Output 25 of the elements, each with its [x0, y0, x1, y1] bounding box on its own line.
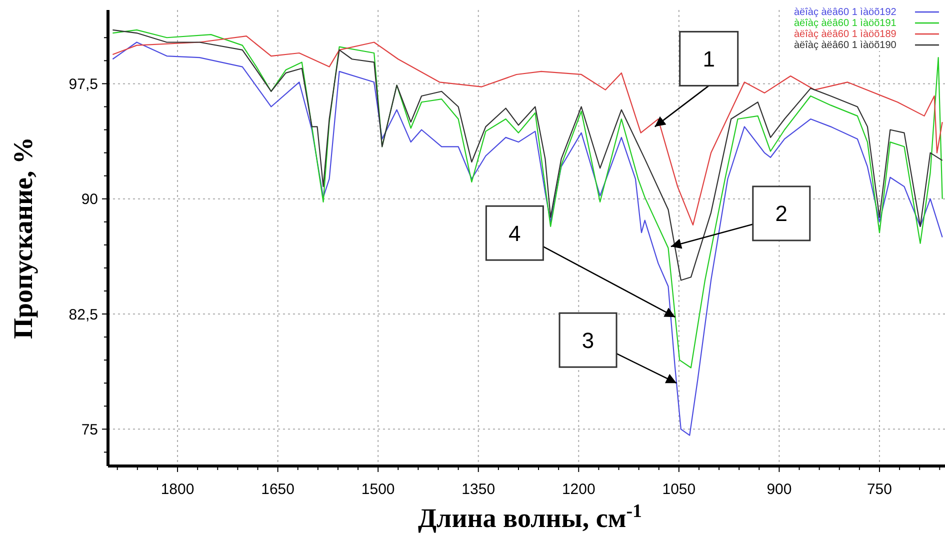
y-tick-label: 97,5	[68, 76, 98, 93]
line-series	[112, 29, 943, 368]
line-series	[112, 29, 943, 281]
y-tick-label: 75	[81, 421, 98, 438]
x-tick-label: 1800	[160, 481, 194, 498]
x-axis-title: Длина волны, см$^{-1}$	[418, 500, 642, 533]
x-tick-label: 1200	[562, 481, 596, 498]
y-axis-title: Пропускание, %	[8, 137, 38, 339]
annotation: 2	[775, 201, 788, 226]
x-tick-label: 1050	[662, 481, 696, 498]
x-tick-label: 1500	[361, 481, 395, 498]
x-tick-label: 750	[866, 481, 892, 498]
x-tick-label: 1350	[462, 481, 496, 498]
annotation: 4	[508, 220, 521, 246]
annotation: 1	[702, 46, 715, 72]
x-tick-label: 1650	[261, 481, 294, 498]
y-tick-label: 90	[81, 191, 98, 208]
annotation: 3	[582, 328, 594, 353]
y-tick-label: 82,5	[68, 306, 98, 324]
legend-label: àëîàç àëâ60 1 ìàöõ191	[794, 18, 897, 29]
line-series	[112, 42, 943, 436]
legend-label: àëîàç àëâ60 1 ìàöõ190	[794, 40, 897, 51]
x-tick-label: 900	[766, 481, 792, 498]
legend-label: àëîàç àëâ60 1 ìàöõ192	[794, 7, 897, 18]
legend-label: àëîàç àëâ60 1 ìàöõ189	[794, 29, 897, 40]
